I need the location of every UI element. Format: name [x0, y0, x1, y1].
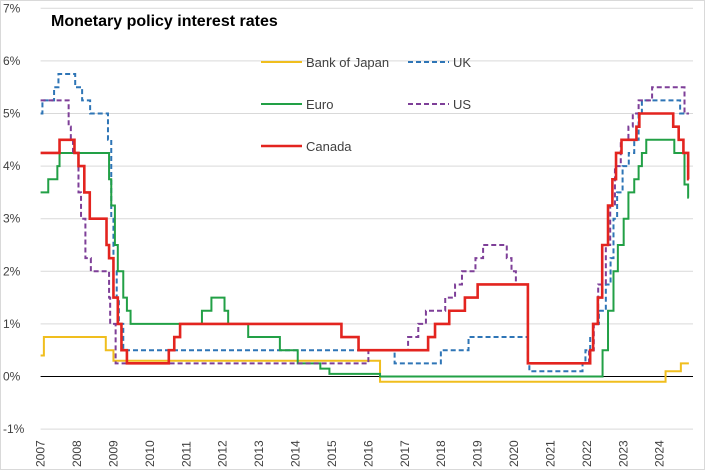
x-tick-label: 2009: [106, 440, 120, 467]
legend-item: Canada: [261, 139, 352, 154]
x-tick-label: 2022: [580, 440, 594, 467]
x-tick-label: 2008: [70, 440, 84, 467]
legend-label: UK: [453, 55, 471, 70]
x-tick-label: 2024: [653, 440, 667, 467]
x-tick-label: 2013: [252, 440, 266, 467]
legend-label: Canada: [306, 139, 352, 154]
y-tick-label: 2%: [3, 264, 21, 278]
y-tick-label: 5%: [3, 107, 21, 121]
series-line-uk: [40, 73, 689, 373]
y-tick-label: 6%: [3, 54, 21, 68]
y-tick-label: 3%: [3, 212, 21, 226]
legend-label: US: [453, 97, 471, 112]
series-line-euro: [40, 138, 690, 378]
x-tick-label: 2015: [325, 440, 339, 467]
y-tick-label: 4%: [3, 159, 21, 173]
series-line-us: [40, 86, 689, 365]
x-tick-label: 2018: [434, 440, 448, 467]
x-tick-label: 2020: [507, 440, 521, 467]
y-tick-label: 0%: [3, 370, 21, 384]
x-tick-label: 2016: [361, 440, 375, 467]
x-tick-label: 2019: [471, 440, 485, 467]
series-line-canada: [40, 112, 690, 365]
x-tick-label: 2011: [179, 441, 193, 467]
legend-item: Bank of Japan: [261, 55, 389, 70]
legend-label: Bank of Japan: [306, 55, 389, 70]
legend-item: Euro: [261, 97, 333, 112]
series-line-bank-of-japan: [40, 336, 689, 383]
y-tick-label: 1%: [3, 317, 21, 331]
x-tick-label: 2014: [289, 440, 303, 467]
y-tick-label: -1%: [3, 422, 25, 436]
x-tick-label: 2007: [34, 440, 48, 467]
legend-label: Euro: [306, 97, 333, 112]
y-tick-label: 7%: [3, 1, 21, 15]
legend-item: UK: [408, 55, 471, 70]
chart-title: Monetary policy interest rates: [51, 13, 278, 30]
x-tick-label: 2021: [543, 440, 557, 467]
legend-item: US: [408, 97, 471, 112]
x-tick-label: 2010: [143, 440, 157, 467]
x-tick-label: 2012: [216, 440, 230, 467]
x-tick-label: 2017: [398, 440, 412, 467]
x-tick-label: 2023: [616, 440, 630, 467]
